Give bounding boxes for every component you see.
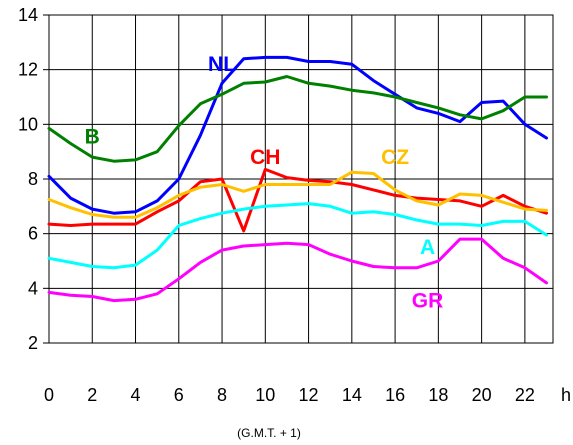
series-line-ch bbox=[47, 167, 548, 233]
series-label-cz: CZ bbox=[381, 146, 409, 169]
y-tick-label: 12 bbox=[18, 60, 38, 80]
series-lines bbox=[47, 55, 548, 303]
x-tick-label: 2 bbox=[87, 385, 97, 405]
y-tick-label: 10 bbox=[18, 114, 38, 134]
series-line-gr bbox=[47, 237, 548, 303]
series-label-nl: NL bbox=[208, 53, 236, 76]
x-tick-label: 6 bbox=[174, 385, 184, 405]
series-label-ch: CH bbox=[250, 146, 280, 169]
x-tick-label: 0 bbox=[44, 385, 54, 405]
series-labels: NL B CH CZ A GR bbox=[85, 53, 444, 312]
y-tick-label: 2 bbox=[28, 333, 38, 353]
series-label-gr: GR bbox=[412, 289, 444, 312]
series-line-nl bbox=[47, 55, 548, 215]
x-tick-label: 20 bbox=[472, 385, 492, 405]
y-tick-label: 8 bbox=[28, 169, 38, 189]
y-axis-ticks: 2 4 6 8 10 12 14 bbox=[18, 5, 49, 353]
x-tick-label: 22 bbox=[515, 385, 535, 405]
x-tick-label: 18 bbox=[428, 385, 448, 405]
series-line-cz bbox=[47, 170, 548, 219]
series-line-a bbox=[47, 202, 548, 270]
y-tick-label: 14 bbox=[18, 5, 38, 25]
x-tick-label: 10 bbox=[255, 385, 275, 405]
x-tick-label: 8 bbox=[217, 385, 227, 405]
x-tick-label: 12 bbox=[299, 385, 319, 405]
series-line-b bbox=[47, 75, 548, 163]
x-unit-label: h bbox=[561, 385, 571, 405]
gridlines bbox=[49, 15, 553, 343]
series-label-b: B bbox=[85, 125, 100, 148]
y-tick-label: 4 bbox=[28, 278, 38, 298]
x-axis-label: (G.M.T. + 1) bbox=[237, 426, 301, 440]
series-label-a: A bbox=[420, 236, 435, 259]
x-tick-label: 14 bbox=[342, 385, 362, 405]
x-tick-label: 4 bbox=[131, 385, 141, 405]
y-tick-label: 6 bbox=[28, 224, 38, 244]
x-axis-ticks: 0 2 4 6 8 10 12 14 16 18 20 22 bbox=[44, 385, 535, 405]
x-tick-label: 16 bbox=[385, 385, 405, 405]
